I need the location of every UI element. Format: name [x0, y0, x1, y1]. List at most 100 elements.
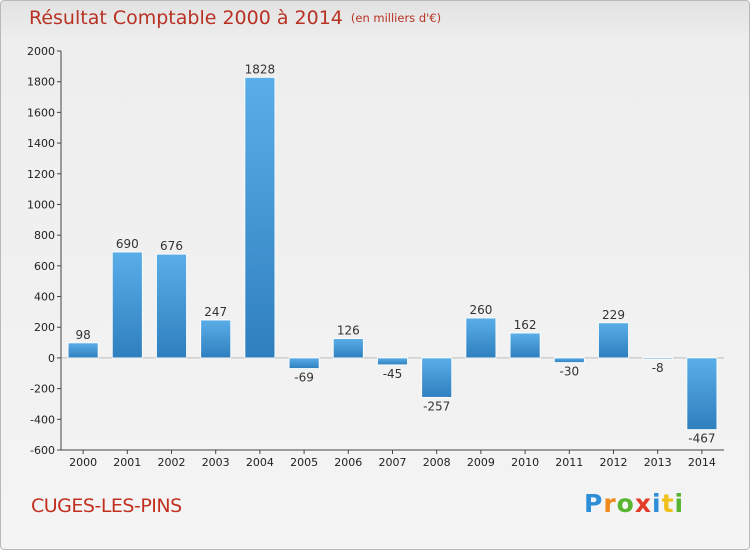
x-tick: 2012	[600, 450, 628, 469]
y-tick-label: 600	[34, 260, 55, 273]
bar-2002	[156, 253, 187, 359]
bar-2011	[553, 357, 585, 363]
y-tick-label: 1400	[27, 137, 55, 150]
data-label-2005: -69	[294, 371, 314, 385]
x-tick-label: 2003	[202, 456, 230, 469]
data-label-2001: 690	[116, 237, 139, 251]
y-tick-label: -400	[30, 413, 55, 426]
x-tick-label: 2000	[69, 456, 97, 469]
x-tick-label: 2004	[246, 456, 274, 469]
y-tick-label: 1800	[27, 76, 55, 89]
logo-letter: i	[674, 489, 685, 518]
y-tick-label: 0	[48, 352, 55, 365]
y-tick: 1200	[27, 168, 61, 181]
x-tick: 2011	[555, 450, 583, 469]
data-label-2008: -257	[423, 399, 450, 413]
data-label-2002: 676	[160, 239, 183, 253]
x-axis: 2000 2001 2002 2003 2004 2005 2006 2007 2008 2009…	[61, 357, 724, 469]
logo-letter: x	[634, 489, 652, 518]
x-tick: 2014	[688, 450, 716, 469]
x-tick-label: 2008	[423, 456, 451, 469]
x-tick-label: 2001	[113, 456, 141, 469]
bar-2007	[377, 357, 408, 366]
y-tick: 400	[34, 291, 61, 304]
bar-2013	[642, 357, 674, 360]
bar-2005	[288, 357, 320, 369]
x-tick: 2004	[246, 450, 274, 469]
y-tick-label: -600	[30, 444, 55, 457]
logo-letter: i	[652, 489, 662, 518]
y-tick-label: -200	[30, 383, 55, 396]
data-label-2014: -467	[688, 432, 715, 446]
x-tick: 2013	[644, 450, 672, 469]
chart-title-unit: (en milliers d'€)	[350, 11, 442, 25]
x-tick-label: 2007	[379, 456, 407, 469]
x-tick: 2005	[290, 450, 318, 469]
data-label-2006: 126	[337, 324, 360, 338]
y-tick-label: 200	[34, 321, 55, 334]
y-tick: 200	[34, 321, 61, 334]
bar-2008	[421, 357, 453, 398]
y-tick: 2000	[27, 45, 61, 58]
x-tick-label: 2010	[511, 456, 539, 469]
x-tick: 2010	[511, 450, 539, 469]
data-label-2009: 260	[469, 303, 492, 317]
chart-title-main: Résultat Comptable 2000 à 2014	[29, 7, 343, 29]
commune-name: CUGES-LES-PINS	[31, 495, 182, 517]
y-tick: 0	[48, 352, 61, 365]
bar-2006	[332, 338, 364, 359]
data-label-2013: -8	[652, 361, 664, 375]
data-label-2000: 98	[75, 328, 90, 342]
x-tick: 2000	[69, 450, 97, 469]
bar-2010	[509, 332, 541, 359]
y-tick-label: 1600	[27, 106, 55, 119]
logo-letter: P	[584, 489, 604, 518]
y-tick: -600	[30, 444, 61, 457]
x-tick-label: 2013	[644, 456, 672, 469]
y-tick: 1800	[27, 76, 61, 89]
x-tick-label: 2006	[334, 456, 362, 469]
y-tick-label: 800	[34, 229, 55, 242]
x-tick: 2008	[423, 450, 451, 469]
x-tick-label: 2012	[600, 456, 628, 469]
x-tick: 2009	[467, 450, 495, 469]
data-label-2010: 162	[514, 318, 537, 332]
x-tick: 2007	[379, 450, 407, 469]
bar-2000	[67, 342, 99, 359]
data-label-2011: -30	[559, 365, 579, 379]
bar-2003	[200, 319, 232, 359]
bar-2014	[686, 357, 718, 430]
data-label-2012: 229	[602, 308, 625, 322]
x-tick-label: 2011	[555, 456, 583, 469]
y-tick: -200	[30, 383, 61, 396]
y-tick-label: 400	[34, 291, 55, 304]
x-tick: 2001	[113, 450, 141, 469]
logo-letter: t	[661, 489, 675, 518]
x-tick: 2003	[202, 450, 230, 469]
y-axis: -600 -400 -200 0 200 400 600 800 1000 1200 1400 160…	[27, 45, 62, 457]
proxiti-logo[interactable]: Proxiti	[584, 489, 684, 518]
y-tick: 800	[34, 229, 61, 242]
x-tick: 2002	[158, 450, 186, 469]
x-tick-label: 2009	[467, 456, 495, 469]
y-tick: -400	[30, 413, 61, 426]
y-tick-label: 2000	[27, 45, 55, 58]
logo-letter: o	[616, 489, 635, 518]
data-label-2003: 247	[204, 305, 227, 319]
bars	[67, 76, 718, 430]
y-tick: 1400	[27, 137, 61, 150]
y-tick-label: 1200	[27, 168, 55, 181]
logo-letter: r	[603, 489, 617, 518]
chart-title: Résultat Comptable 2000 à 2014 (en millie…	[29, 7, 441, 29]
y-tick-label: 1000	[27, 198, 55, 211]
bar-2001	[111, 251, 143, 359]
y-tick: 600	[34, 260, 61, 273]
x-tick: 2006	[334, 450, 362, 469]
x-tick-label: 2005	[290, 456, 318, 469]
x-tick-label: 2002	[158, 456, 186, 469]
bar-2012	[598, 322, 629, 359]
bar-2004	[244, 76, 276, 359]
y-tick: 1600	[27, 106, 61, 119]
